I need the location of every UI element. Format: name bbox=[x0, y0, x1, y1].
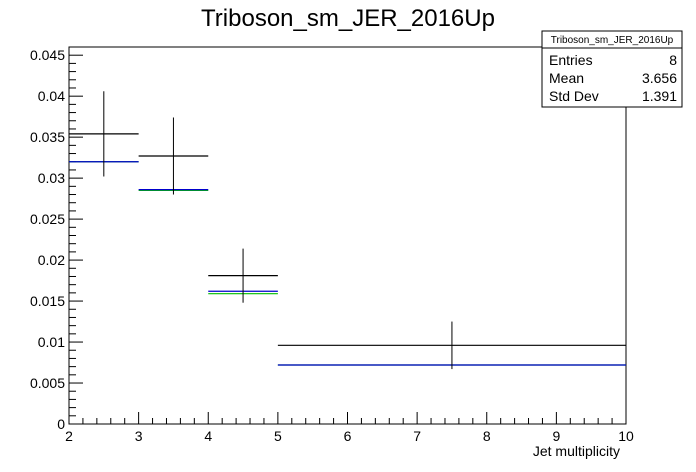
y-tick-label: 0.035 bbox=[30, 129, 65, 145]
stats-box-title: Triboson_sm_JER_2016Up bbox=[551, 35, 674, 46]
stats-stddev-label: Std Dev bbox=[549, 88, 599, 104]
plot-frame bbox=[68, 46, 627, 425]
y-tick-label: 0.045 bbox=[30, 47, 65, 63]
stats-mean-label: Mean bbox=[549, 70, 584, 86]
x-tick-label: 9 bbox=[552, 428, 560, 444]
x-tick-label: 8 bbox=[483, 428, 491, 444]
y-axis: 0 0.005 0.01 0.015 0.02 0.025 0.03 0.035 0.04 0.0… bbox=[30, 46, 83, 432]
y-tick-label: 0 bbox=[57, 416, 65, 432]
x-tick-label: 3 bbox=[135, 428, 143, 444]
y-tick-label: 0.01 bbox=[38, 334, 65, 350]
x-tick-label: 5 bbox=[274, 428, 282, 444]
y-tick-label: 0.005 bbox=[30, 375, 65, 391]
x-axis-label: Jet multiplicity bbox=[533, 443, 620, 459]
stats-mean-value: 3.656 bbox=[642, 70, 677, 86]
stats-entries-label: Entries bbox=[549, 52, 593, 68]
chart-title: Triboson_sm_JER_2016Up bbox=[201, 5, 495, 32]
y-tick-label: 0.025 bbox=[30, 211, 65, 227]
y-tick-label: 0.04 bbox=[38, 88, 65, 104]
stats-entries-value: 8 bbox=[669, 52, 677, 68]
x-axis: 2 3 4 5 6 7 8 9 10 bbox=[65, 412, 634, 444]
x-tick-label: 10 bbox=[618, 428, 634, 444]
y-tick-label: 0.02 bbox=[38, 252, 65, 268]
x-tick-label: 4 bbox=[204, 428, 212, 444]
y-tick-label: 0.03 bbox=[38, 170, 65, 186]
x-tick-label: 2 bbox=[65, 428, 73, 444]
y-tick-label: 0.015 bbox=[30, 293, 65, 309]
stats-box: Triboson_sm_JER_2016Up Entries 8 Mean 3.… bbox=[541, 30, 683, 108]
x-tick-label: 7 bbox=[413, 428, 421, 444]
x-tick-label: 6 bbox=[344, 428, 352, 444]
stats-stddev-value: 1.391 bbox=[642, 88, 677, 104]
series-layer bbox=[69, 91, 626, 370]
stats-box-frame bbox=[541, 30, 683, 108]
